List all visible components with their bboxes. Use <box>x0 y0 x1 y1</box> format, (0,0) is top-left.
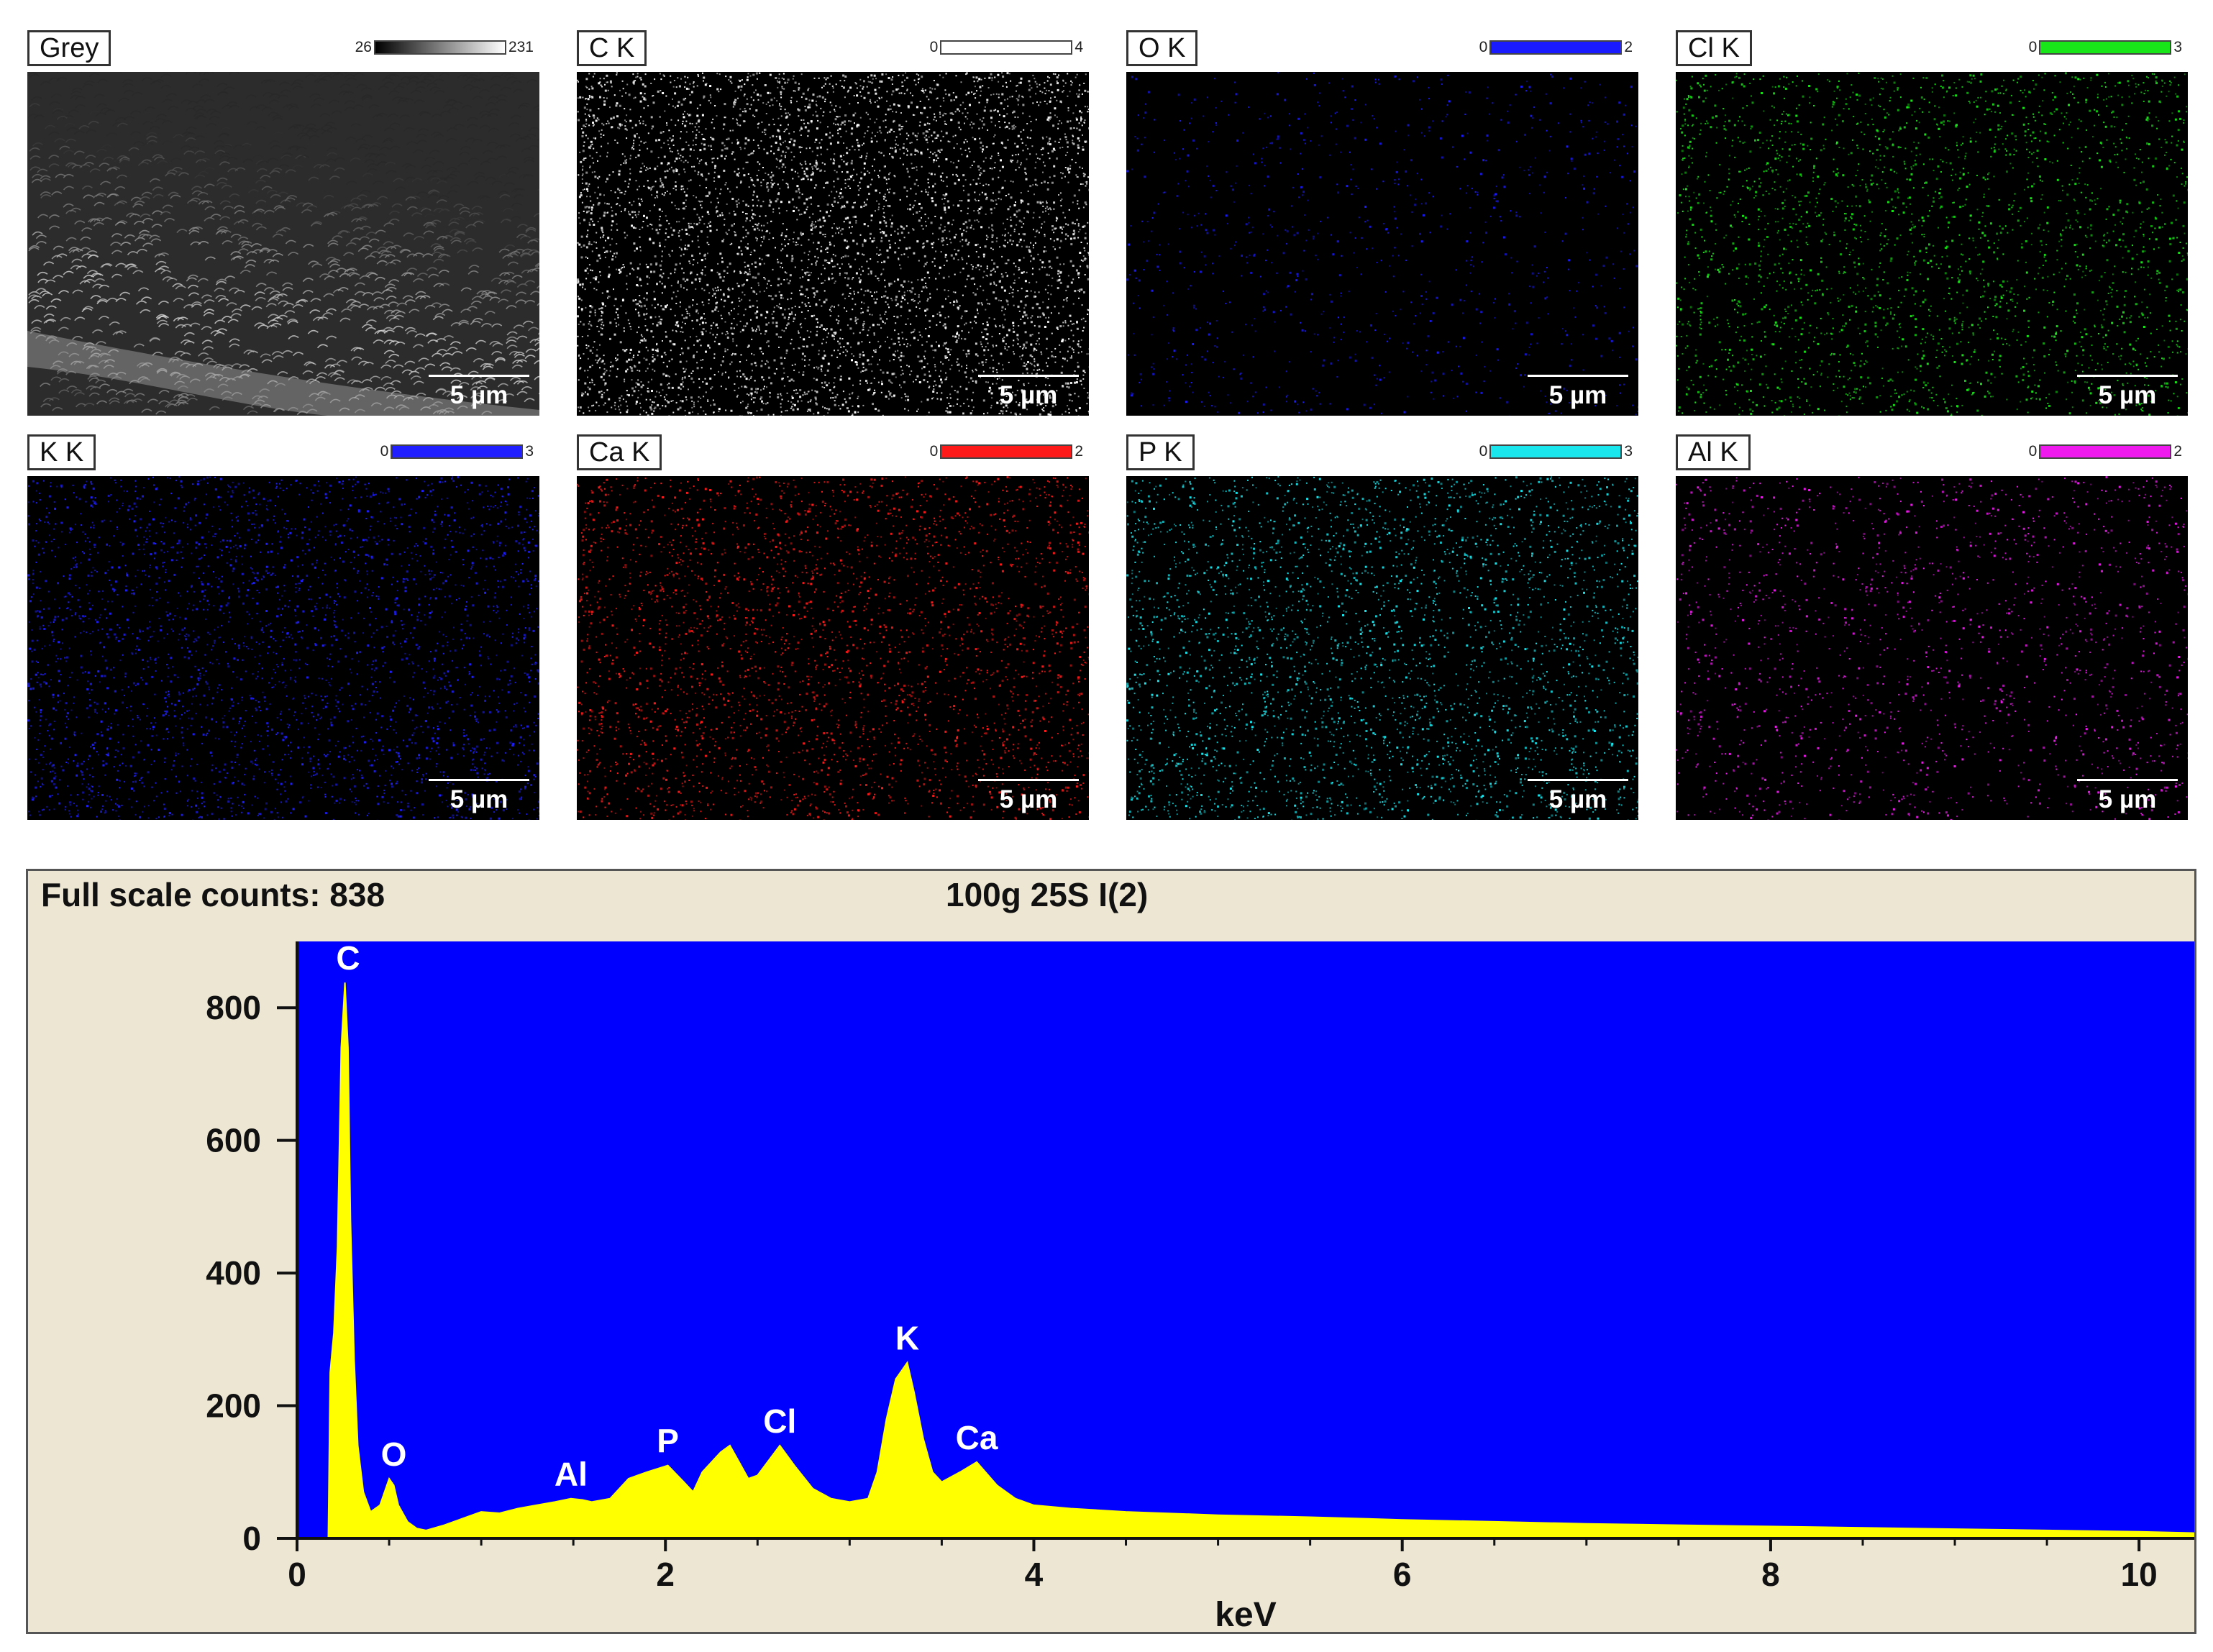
element-map-image: 5 µm <box>27 476 539 820</box>
scale-min: 0 <box>1479 39 1488 56</box>
scale-min: 0 <box>2029 39 2038 56</box>
scale-bar-label: 5 µm <box>1528 381 1628 410</box>
scale-bar: 5 µm <box>2077 779 2178 814</box>
y-tick-label: 800 <box>206 989 261 1026</box>
peak-label-cl: Cl <box>763 1402 796 1440</box>
scale-color-bar <box>940 40 1073 55</box>
scale-max: 4 <box>1074 39 1083 56</box>
scale-max: 3 <box>2173 39 2182 56</box>
scale-bar-label: 5 µm <box>1528 785 1628 814</box>
scale-min: 0 <box>380 443 389 460</box>
map-label: Grey <box>27 30 111 66</box>
x-axis-label: keV <box>1215 1596 1276 1632</box>
y-tick-label: 600 <box>206 1122 261 1159</box>
scale-min: 0 <box>930 39 939 56</box>
scale-bar: 5 µm <box>429 779 529 814</box>
scale-bar-label: 5 µm <box>429 785 529 814</box>
map-label: Cl K <box>1676 30 1752 66</box>
y-tick-label: 400 <box>206 1254 261 1292</box>
scale-bar-label: 5 µm <box>978 381 1079 410</box>
scale-color-bar <box>2039 444 2172 459</box>
map-label: K K <box>27 434 96 470</box>
map-label: Ca K <box>577 434 662 470</box>
scale-bar-label: 5 µm <box>429 381 529 410</box>
scale-bar-label: 5 µm <box>978 785 1079 814</box>
peak-label-c: C <box>336 939 360 977</box>
x-tick-label: 4 <box>1025 1556 1044 1593</box>
sample-name-label: 100g 25S I(2) <box>946 875 1148 914</box>
x-tick-label: 10 <box>2121 1556 2158 1593</box>
element-map-image: 5 µm <box>1126 476 1638 820</box>
scale-color-bar <box>373 40 506 55</box>
x-tick-label: 6 <box>1393 1556 1412 1593</box>
scale-bar: 5 µm <box>978 779 1079 814</box>
x-tick-label: 8 <box>1761 1556 1780 1593</box>
scale-min: 26 <box>355 39 372 56</box>
map-label: O K <box>1126 30 1198 66</box>
peak-label-ca: Ca <box>956 1419 998 1456</box>
scale-min: 0 <box>1479 443 1488 460</box>
map-label: C K <box>577 30 647 66</box>
element-map-image: 5 µm <box>27 72 539 416</box>
scale-bar-label: 5 µm <box>2077 785 2178 814</box>
scale-bar: 5 µm <box>1528 779 1628 814</box>
element-map-image: 5 µm <box>577 476 1089 820</box>
element-map-image: 5 µm <box>1126 72 1638 416</box>
scale-max: 3 <box>1624 443 1633 460</box>
scale-bar: 5 µm <box>1528 375 1628 410</box>
peak-label-o: O <box>381 1436 407 1473</box>
scale-min: 0 <box>930 443 939 460</box>
peak-label-k: K <box>895 1320 919 1357</box>
y-tick-label: 0 <box>242 1520 261 1557</box>
scale-color-bar <box>1489 444 1623 459</box>
spectrum-chart: 0 200 400 600 800 0 2 4 6 8 10 keV C O Al P Cl K Ca <box>206 939 2194 1632</box>
element-map-image: 5 µm <box>1676 72 2188 416</box>
scale-max: 3 <box>525 443 534 460</box>
scale-bar-label: 5 µm <box>2077 381 2178 410</box>
peak-label-p: P <box>657 1423 679 1460</box>
scale-color-bar <box>1489 40 1623 55</box>
eds-spectrum-panel: Full scale counts: 838 100g 25S I(2) 0 20… <box>26 869 2196 1634</box>
scale-min: 0 <box>2029 443 2038 460</box>
element-map-image: 5 µm <box>1676 476 2188 820</box>
map-panel-grey: Grey 26 231 5 µm <box>27 30 539 419</box>
scale-max: 2 <box>1624 39 1633 56</box>
scale-color-bar <box>391 444 524 459</box>
scale-max: 2 <box>2173 443 2182 460</box>
x-tick-label: 2 <box>656 1556 675 1593</box>
scale-max: 2 <box>1074 443 1083 460</box>
y-tick-label: 200 <box>206 1387 261 1425</box>
element-map-image: 5 µm <box>577 72 1089 416</box>
map-label: P K <box>1126 434 1195 470</box>
scale-max: 231 <box>508 39 534 56</box>
scale-bar: 5 µm <box>978 375 1079 410</box>
intensity-scale: 26 231 <box>355 39 534 56</box>
scale-color-bar <box>2039 40 2172 55</box>
x-tick-label: 0 <box>288 1556 306 1593</box>
scale-color-bar <box>940 444 1073 459</box>
map-label: Al K <box>1676 434 1751 470</box>
scale-bar: 5 µm <box>429 375 529 410</box>
plot-area <box>297 941 2194 1538</box>
peak-label-al: Al <box>555 1456 588 1493</box>
scale-bar: 5 µm <box>2077 375 2178 410</box>
spectrum-area <box>315 982 2194 1539</box>
full-scale-counts-label: Full scale counts: 838 <box>41 875 385 914</box>
